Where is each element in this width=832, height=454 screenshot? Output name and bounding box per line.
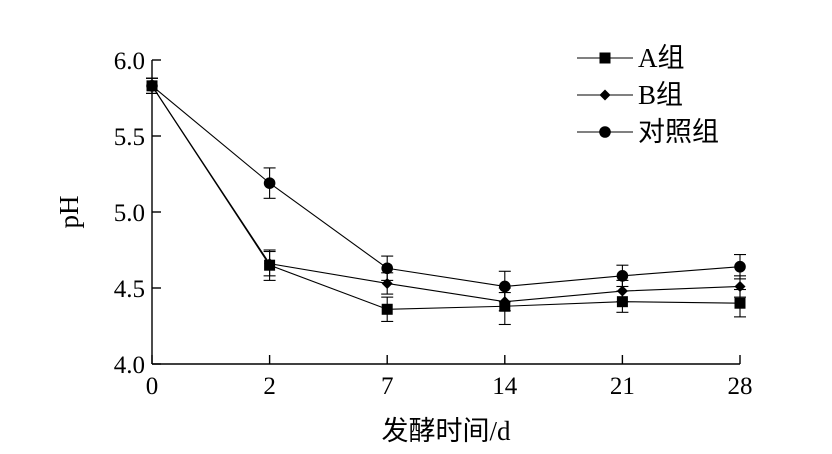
data-point — [381, 303, 393, 315]
x-tick-label: 21 — [610, 373, 635, 400]
x-tick-label: 7 — [381, 373, 394, 400]
legend-marker — [599, 126, 611, 138]
legend-item: 对照组 — [577, 117, 719, 147]
legend-label: B组 — [638, 80, 683, 110]
x-ticks: 0 2 7 14 21 28 — [146, 355, 753, 400]
series-diamond — [146, 77, 746, 312]
legend-label: A组 — [638, 43, 685, 73]
legend-marker — [599, 52, 611, 64]
y-tick-label: 4.0 — [114, 352, 145, 379]
legend-marker — [599, 89, 611, 101]
series-line — [151, 85, 741, 310]
data-point — [734, 297, 746, 309]
data-point — [616, 285, 628, 297]
x-axis-title: 发酵时间/d — [381, 416, 511, 446]
plot-area: 4.0 4.5 5.0 5.5 6.0 0 2 7 14 21 28 — [114, 48, 753, 400]
legend-item: B组 — [577, 80, 683, 110]
series-circle — [146, 77, 746, 303]
y-tick-label: 6.0 — [114, 48, 145, 75]
y-tick-label: 5.5 — [114, 124, 145, 151]
y-tick-label: 5.0 — [114, 200, 145, 227]
x-tick-label: 0 — [146, 373, 159, 400]
data-point — [146, 80, 158, 92]
series-square — [146, 77, 746, 326]
x-tick-label: 14 — [492, 373, 518, 400]
y-axis-title: pH — [54, 196, 84, 229]
data-point — [616, 270, 629, 282]
data-point — [734, 260, 746, 273]
data-point — [499, 280, 511, 293]
data-point — [381, 262, 394, 275]
data-point — [263, 177, 276, 189]
x-tick-label: 28 — [728, 373, 753, 400]
data-point — [734, 280, 746, 292]
legend-item: A组 — [577, 43, 685, 73]
series-line — [151, 85, 741, 303]
x-tick-label: 2 — [263, 373, 276, 400]
series-line — [151, 85, 741, 288]
series-layer — [146, 77, 746, 326]
legend-label: 对照组 — [638, 117, 719, 147]
y-tick-label: 4.5 — [114, 276, 145, 303]
data-point — [264, 258, 276, 270]
y-ticks: 4.0 4.5 5.0 5.5 6.0 — [114, 48, 161, 379]
